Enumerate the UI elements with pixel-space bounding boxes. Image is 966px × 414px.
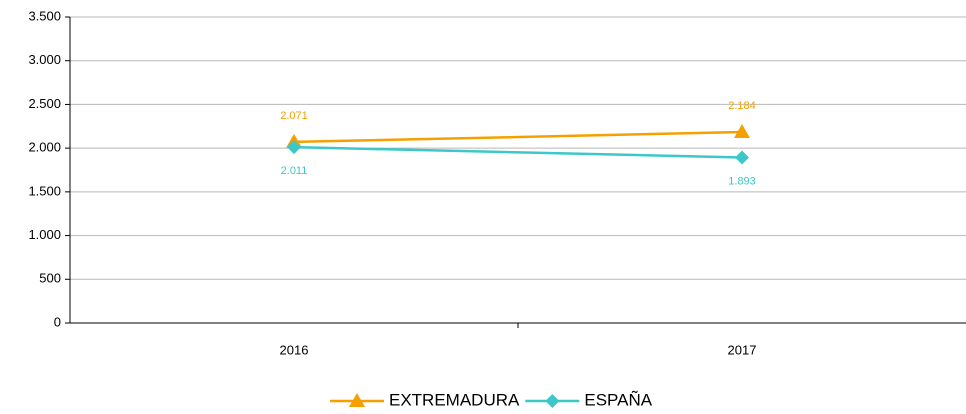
data-point bbox=[734, 124, 750, 139]
data-label: 2.184 bbox=[728, 100, 756, 112]
data-point bbox=[287, 140, 301, 155]
y-tick-label: 2.500 bbox=[28, 96, 61, 111]
series-line bbox=[293, 145, 743, 159]
y-tick-label: 500 bbox=[39, 271, 61, 286]
y-tick-label: 0 bbox=[54, 314, 61, 329]
legend-marker bbox=[545, 394, 560, 408]
legend-label: ESPAÑA bbox=[584, 390, 652, 409]
legend-label: EXTREMADURA bbox=[389, 390, 520, 409]
y-tick-label: 1.000 bbox=[28, 227, 61, 242]
x-tick-label: 2017 bbox=[728, 342, 757, 357]
y-tick-label: 3.000 bbox=[28, 52, 61, 67]
x-tick-label: 2016 bbox=[280, 342, 309, 357]
y-tick-label: 3.500 bbox=[28, 8, 61, 23]
series-line bbox=[293, 130, 743, 144]
data-label: 2.011 bbox=[281, 165, 308, 177]
y-tick-label: 1.500 bbox=[28, 183, 61, 198]
data-label: 2.071 bbox=[280, 110, 308, 122]
data-point bbox=[735, 150, 749, 165]
y-tick-label: 2.000 bbox=[28, 140, 61, 155]
legend-marker bbox=[349, 393, 365, 407]
data-label: 1.893 bbox=[728, 175, 756, 187]
